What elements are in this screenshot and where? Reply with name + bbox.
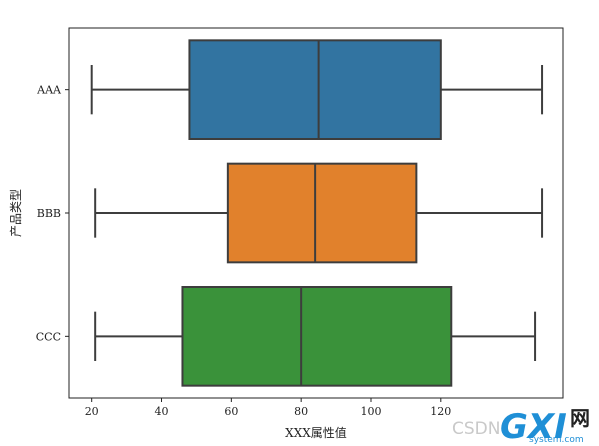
y-tick-label: BBB	[37, 207, 61, 220]
x-tick-label: 100	[360, 405, 381, 418]
watermark: CSDN GXI 网 system.com	[452, 406, 590, 446]
iqr-box	[226, 162, 418, 264]
chart-marks	[90, 39, 544, 387]
box-group-bbb	[94, 162, 544, 264]
y-axis-ticks: AAA BBB CCC	[36, 84, 69, 343]
x-tick-label: 120	[430, 405, 451, 418]
iqr-box	[181, 286, 453, 387]
watermark-site: system.com	[529, 435, 584, 445]
y-axis-label: 产品类型	[9, 189, 23, 237]
x-tick-label: 60	[224, 405, 238, 418]
x-tick-label: 20	[85, 405, 99, 418]
y-tick-label: AAA	[36, 84, 62, 97]
watermark-net: 网	[570, 406, 590, 430]
box-group-ccc	[94, 286, 537, 387]
x-tick-label: 40	[155, 405, 169, 418]
x-axis-ticks: 20 40 60 80 100 120	[85, 398, 451, 418]
x-axis-label: XXX属性值	[285, 425, 347, 440]
y-tick-label: CCC	[36, 330, 61, 343]
x-tick-label: 80	[294, 405, 308, 418]
iqr-box	[188, 39, 442, 140]
watermark-logo: GXI	[500, 407, 567, 446]
watermark-csdn: CSDN	[452, 419, 500, 439]
box-group-aaa	[90, 39, 544, 140]
